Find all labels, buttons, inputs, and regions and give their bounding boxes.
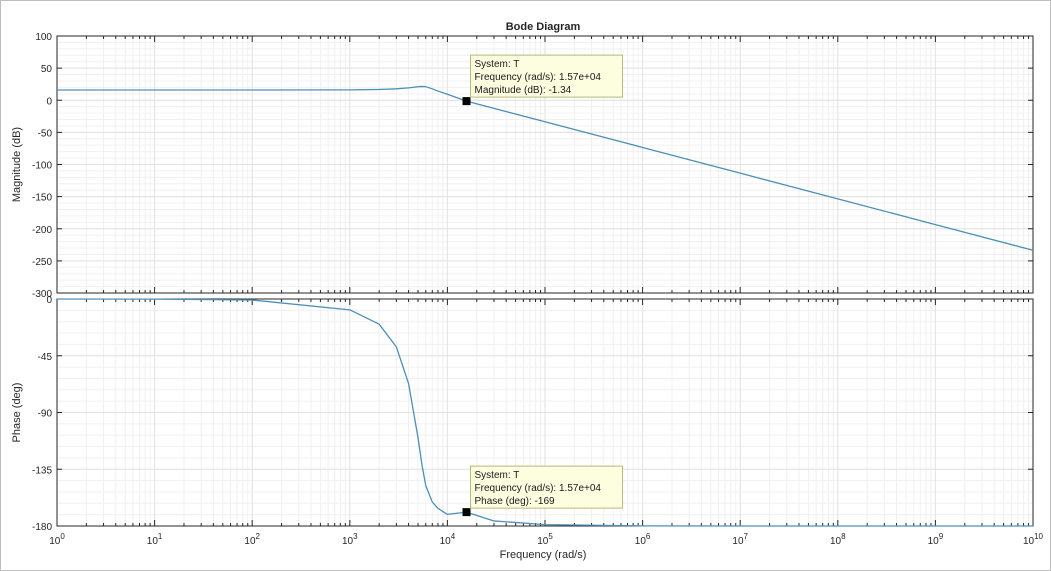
x-tick-exponent: 1: [158, 532, 163, 541]
y-tick-label: -100: [32, 161, 52, 172]
x-tick-base: 10: [928, 536, 940, 547]
x-tick-label: 103: [342, 532, 358, 547]
x-axis-label: Frequency (rad/s): [500, 549, 587, 561]
x-tick-exponent: 0: [60, 532, 65, 541]
x-tick-exponent: 5: [548, 532, 553, 541]
y-tick-label: -45: [38, 352, 53, 363]
y-tick-label: -90: [38, 409, 53, 420]
x-tick-label: 1010: [1023, 532, 1044, 547]
y-tick-label: -180: [32, 522, 52, 533]
datatip-line: Phase (deg): -169: [475, 496, 555, 507]
x-tick-exponent: 9: [939, 532, 944, 541]
y-tick-label: 100: [35, 32, 52, 43]
x-tick-label: 109: [928, 532, 944, 547]
y-tick-label: -250: [32, 257, 52, 268]
magnitude-datatip-marker: [462, 97, 471, 106]
magnitude-panel[interactable]: 100 50 0 -50 -100 -150 -200 -250 -300 Magnitude (…: [11, 32, 1034, 300]
x-tick-base: 10: [147, 536, 159, 547]
x-tick-base: 10: [732, 536, 744, 547]
y-axis-label: Phase (deg): [11, 383, 23, 443]
x-tick-labels: 100 101 102 103 104 105 106 107 108 109 1010: [49, 532, 1043, 547]
magnitude-datatip: System: T Frequency (rad/s): 1.57e+04 Magn…: [470, 54, 624, 98]
datatip-line: Frequency (rad/s): 1.57e+04: [475, 72, 602, 83]
y-tick-label: -150: [32, 193, 52, 204]
x-tick-base: 10: [635, 536, 647, 547]
datatip-line: System: T: [475, 470, 520, 481]
y-tick-label: -135: [32, 465, 52, 476]
x-tick-exponent: 4: [451, 532, 456, 541]
y-tick-label: -300: [32, 289, 52, 300]
x-tick-base: 10: [440, 536, 452, 547]
x-tick-label: 106: [635, 532, 651, 547]
magnitude-series-line: [57, 85, 1034, 251]
y-tick-label: 0: [46, 96, 52, 107]
chart-title: Bode Diagram: [506, 21, 581, 33]
x-tick-exponent: 10: [1034, 532, 1043, 541]
datatip-line: System: T: [475, 59, 520, 70]
datatip-line: Frequency (rad/s): 1.57e+04: [475, 483, 602, 494]
phase-datatip-marker: [462, 508, 471, 517]
phase-panel[interactable]: 0 -45 -90 -135 -180 Phase (deg) System: T Frequ…: [11, 295, 1034, 533]
x-tick-exponent: 2: [256, 532, 261, 541]
x-tick-base: 10: [1023, 536, 1035, 547]
y-tick-label: -200: [32, 225, 52, 236]
x-tick-base: 10: [244, 536, 256, 547]
phase-series-line: [56, 298, 1033, 527]
x-tick-label: 102: [244, 532, 260, 547]
x-tick-label: 108: [830, 532, 846, 547]
x-tick-base: 10: [830, 536, 842, 547]
x-tick-exponent: 3: [353, 532, 358, 541]
datatip-line: Magnitude (dB): -1.34: [475, 85, 572, 96]
x-tick-exponent: 8: [841, 532, 846, 541]
x-tick-label: 104: [440, 532, 456, 547]
x-tick-label: 101: [147, 532, 163, 547]
y-tick-label: 0: [46, 295, 52, 306]
datatip-box: [470, 54, 624, 98]
y-tick-label: -50: [38, 128, 53, 139]
x-tick-label: 105: [537, 532, 553, 547]
x-tick-base: 10: [537, 536, 549, 547]
y-tick-label: 50: [41, 64, 53, 75]
phase-datatip: System: T Frequency (rad/s): 1.57e+04 Phas…: [470, 465, 624, 509]
x-tick-exponent: 7: [744, 532, 749, 541]
x-tick-label: 100: [49, 532, 65, 547]
y-axis-label: Magnitude (dB): [11, 127, 23, 202]
x-tick-label: 107: [732, 532, 748, 547]
x-tick-base: 10: [49, 536, 61, 547]
x-tick-base: 10: [342, 536, 354, 547]
datatip-box: [470, 465, 624, 509]
x-tick-exponent: 6: [646, 532, 651, 541]
magnitude-x-ticks: [56, 36, 1034, 293]
